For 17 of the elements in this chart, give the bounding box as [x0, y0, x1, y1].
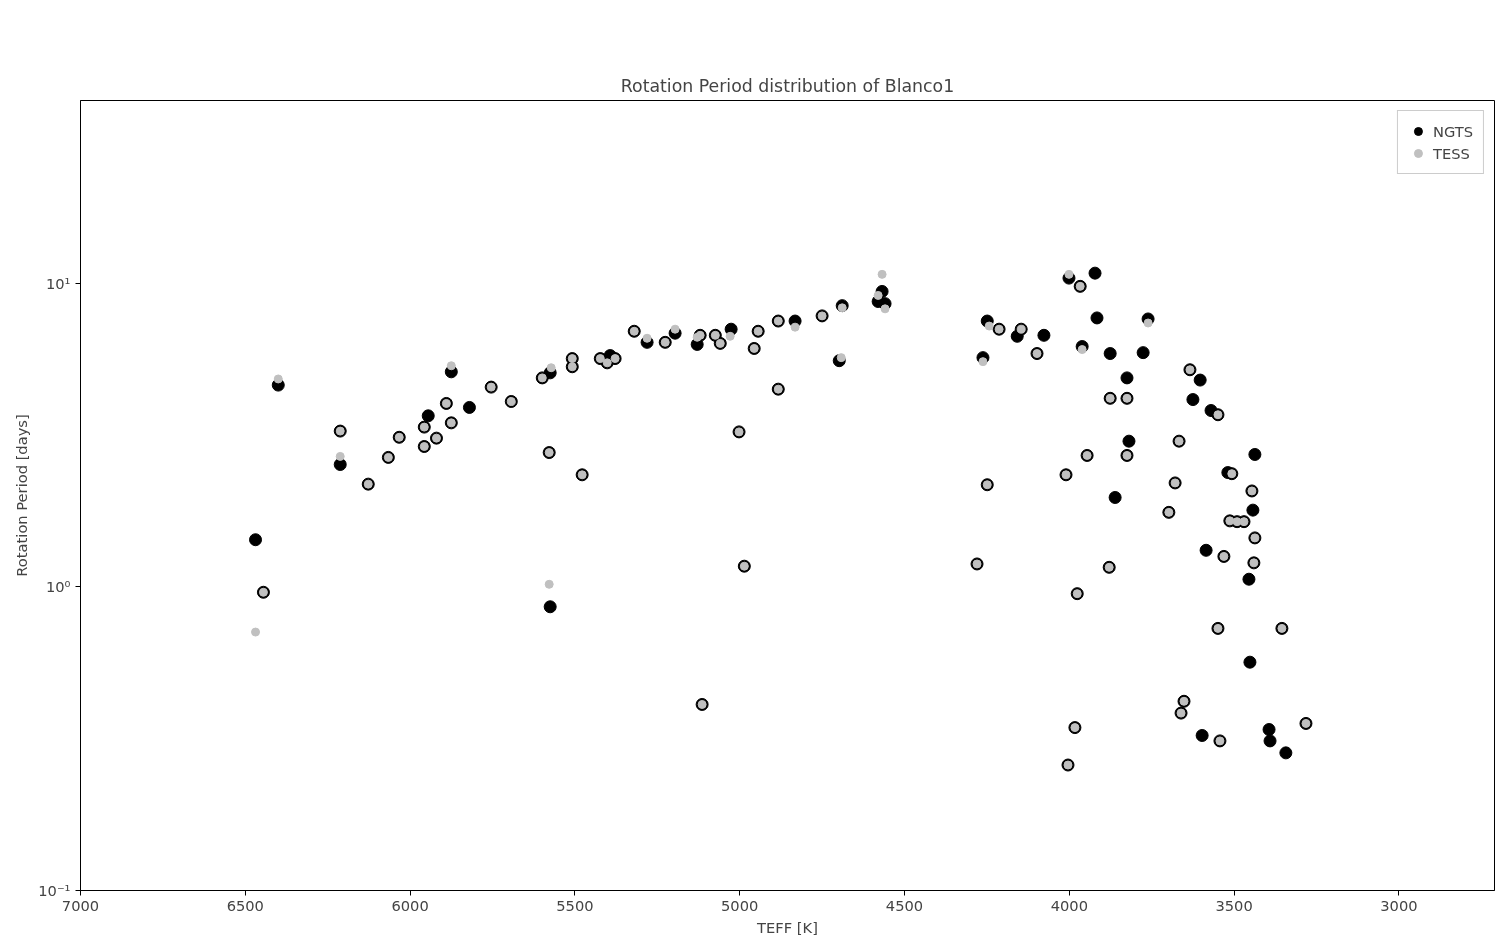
y-tick-label: 10⁻¹ — [38, 882, 71, 899]
x-tick-label: 6500 — [226, 896, 264, 914]
legend-label: TESS — [1432, 144, 1470, 162]
x-tick-label: 4000 — [1050, 896, 1088, 914]
x-tick-label: 4500 — [885, 896, 924, 914]
y-tick-label: 10¹ — [45, 274, 71, 292]
x-tick-label: 3000 — [1380, 896, 1418, 914]
y-axis-title: Rotation Period [days] — [13, 414, 31, 577]
x-tick-label: 5500 — [556, 896, 594, 914]
x-tick-label: 7000 — [61, 896, 100, 914]
x-tick-label: 6000 — [391, 896, 429, 914]
x-axis-title: TEFF [K] — [756, 918, 818, 936]
x-tick-label: 5000 — [721, 896, 759, 914]
legend-label: NGTS — [1432, 122, 1473, 140]
chart-title: Rotation Period distribution of Blanco1 — [620, 75, 955, 96]
y-tick-label: 10⁰ — [45, 578, 71, 596]
x-tick-label: 3500 — [1215, 896, 1253, 914]
